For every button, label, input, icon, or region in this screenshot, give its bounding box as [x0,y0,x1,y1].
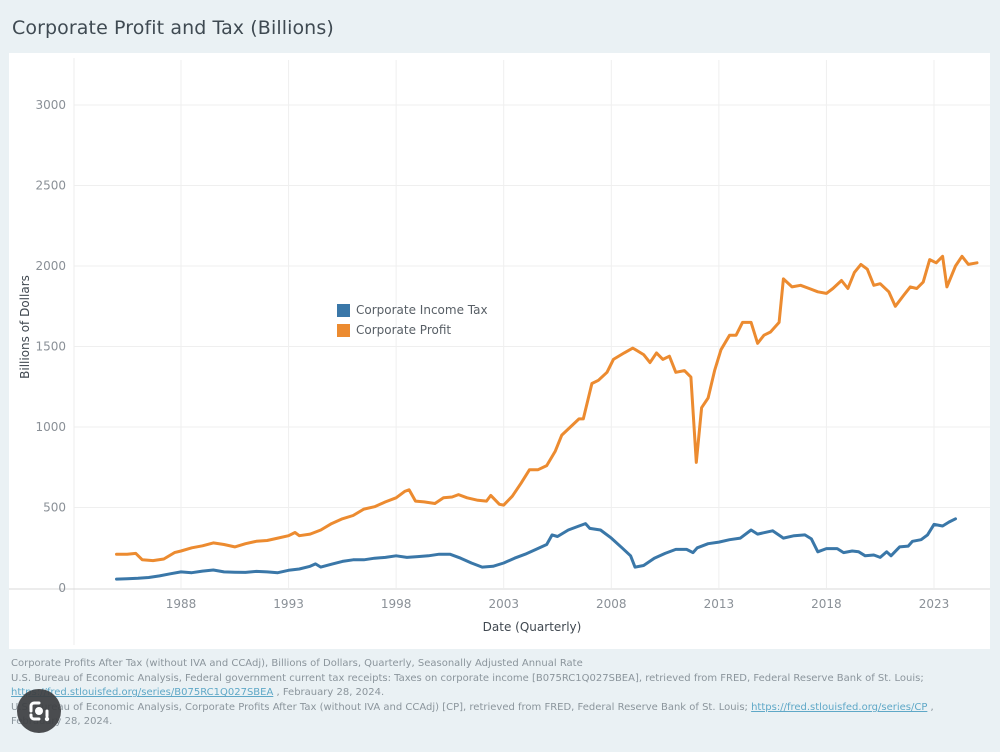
google-lens-icon[interactable] [17,689,61,733]
gridlines [9,58,990,645]
x-tick-label: 2023 [919,597,950,611]
y-tick-label: 1500 [35,340,66,354]
x-tick-label: 2018 [811,597,842,611]
source-line-2: U.S. Bureau of Economic Analysis, Federa… [11,672,924,684]
source-line-4: U.S. Bureau of Economic Analysis, Corpor… [11,701,934,713]
x-tick-label: 2003 [488,597,519,611]
legend-swatch-tax [337,303,350,317]
y-axis-title: Billions of Dollars [18,275,32,379]
legend-label: Corporate Income Tax [356,303,488,317]
series-line-corporate-income-tax[interactable] [115,517,957,581]
x-axis-ticks: 1988 1993 1998 2003 2008 2013 2018 2023 [166,597,950,611]
series-lines [115,254,979,581]
legend-item-corporate-income-tax[interactable]: Corporate Income Tax [337,300,488,320]
series-line-corporate-profit[interactable] [115,254,979,563]
fred-link-profit[interactable]: https://fred.stlouisfed.org/series/CP [751,701,928,713]
y-tick-label: 500 [43,501,66,515]
chart-title: Corporate Profit and Tax (Billions) [12,17,334,39]
y-tick-label: 3000 [35,98,66,112]
legend: Corporate Income Tax Corporate Profit [337,300,488,340]
y-axis-ticks: 0 500 1000 1500 2000 2500 3000 [35,98,66,595]
y-tick-label: 2000 [35,259,66,273]
source-line-5: Febrauary 28, 2024. [11,716,113,728]
x-tick-label: 2013 [704,597,735,611]
legend-item-corporate-profit[interactable]: Corporate Profit [337,320,488,340]
legend-label: Corporate Profit [356,323,452,337]
x-axis-title: Date (Quarterly) [483,620,582,634]
x-tick-label: 1998 [381,597,412,611]
y-tick-label: 0 [58,581,66,595]
x-tick-label: 2008 [596,597,627,611]
x-tick-label: 1988 [166,597,197,611]
x-tick-label: 1993 [273,597,304,611]
legend-swatch-profit [337,323,350,337]
y-tick-label: 2500 [35,179,66,193]
source-line-1: Corporate Profits After Tax (without IVA… [11,658,583,669]
source-line-3: https://fred.stlouisfed.org/series/B075R… [11,687,385,699]
source-notes: Corporate Profits After Tax (without IVA… [11,657,991,730]
fred-link-tax[interactable]: https://fred.stlouisfed.org/series/B075R… [11,687,274,699]
y-tick-label: 1000 [35,420,66,434]
